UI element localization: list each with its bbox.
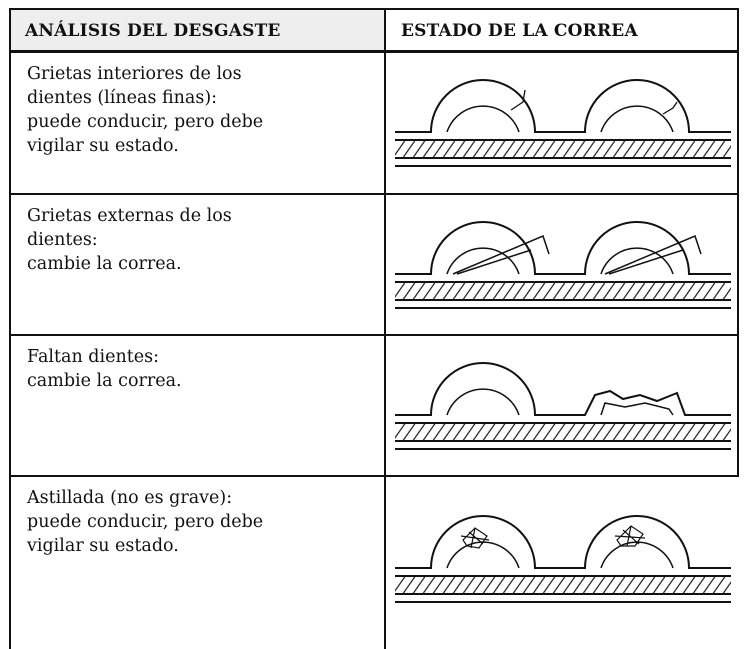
header-cell: ANÁLISIS DEL DESGASTE [9, 9, 385, 52]
border [384, 8, 386, 649]
border [9, 193, 739, 195]
border [9, 475, 739, 477]
text-line: dientes: [27, 230, 98, 250]
text-line: cambie la correa. [27, 254, 182, 274]
text-line: Astillada (no es grave): [27, 488, 233, 508]
description-cell: Grietas externas de los dientes: cambie la… [10, 194, 384, 334]
belt-drawing [395, 79, 732, 167]
belt-drawing [395, 355, 731, 450]
description-cell: Astillada (no es grave): puede conducir, … [10, 476, 384, 616]
text-line: Faltan dientes: [27, 347, 159, 367]
border [737, 8, 739, 477]
border [9, 8, 739, 10]
header-cell: ESTADO DE LA CORREA [401, 21, 638, 41]
text-line: Grietas interiores de los [27, 64, 242, 84]
text-line: puede conducir, pero debe [27, 512, 264, 532]
text-line: vigilar su estado. [27, 536, 179, 556]
text-line: cambie la correa. [27, 371, 182, 391]
description-cell: Faltan dientes: cambie la correa. [10, 335, 384, 475]
border [9, 334, 739, 336]
text-line: puede conducir, pero debe [27, 112, 264, 132]
text-line: vigilar su estado. [27, 136, 179, 156]
description-cell: Grietas interiores de los dientes (líneas… [10, 52, 384, 192]
text-line: dientes (líneas finas): [27, 88, 218, 108]
border [9, 8, 11, 649]
text-line: Grietas externas de los [27, 206, 232, 226]
border [9, 50, 739, 53]
belt-drawing [395, 221, 732, 309]
belt-drawing [395, 515, 732, 603]
